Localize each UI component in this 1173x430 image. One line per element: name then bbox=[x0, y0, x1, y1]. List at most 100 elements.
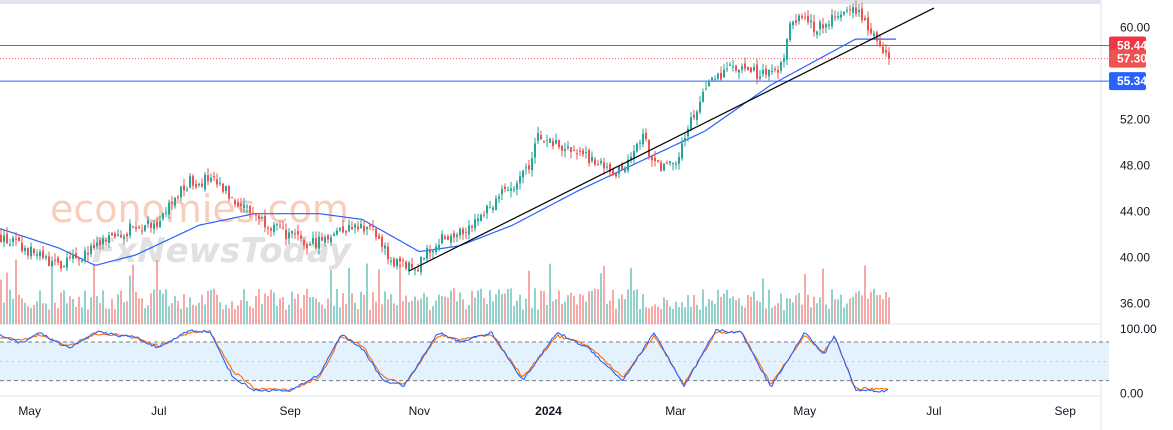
stochastic-band bbox=[0, 341, 1109, 382]
candle-body bbox=[843, 11, 845, 15]
candle-body bbox=[327, 235, 329, 240]
candle-body bbox=[777, 69, 779, 73]
candle-body bbox=[141, 230, 143, 232]
volume-bar bbox=[714, 303, 716, 324]
candle-body bbox=[522, 170, 524, 178]
candle-body bbox=[279, 225, 281, 227]
volume-bar bbox=[225, 304, 227, 324]
volume-bar bbox=[831, 289, 833, 324]
volume-bar bbox=[843, 307, 845, 324]
candle-body bbox=[423, 258, 425, 260]
candle-body bbox=[861, 8, 863, 21]
volume-bar bbox=[501, 294, 503, 324]
volume-bar bbox=[279, 298, 281, 324]
volume-bar bbox=[513, 305, 515, 324]
price-badge: 55.34 bbox=[1109, 72, 1147, 91]
candle-body bbox=[393, 258, 395, 267]
volume-bar bbox=[561, 303, 563, 324]
candle-body bbox=[693, 114, 695, 118]
candle-body bbox=[111, 233, 113, 236]
candle-body bbox=[840, 14, 842, 18]
candle-body bbox=[363, 225, 365, 232]
volume-bar bbox=[678, 306, 680, 324]
volume-bar bbox=[834, 299, 836, 324]
volume-bar bbox=[354, 302, 356, 324]
candle-body bbox=[450, 235, 452, 243]
candle-body bbox=[594, 159, 596, 165]
volume-bar bbox=[393, 303, 395, 324]
candle-body bbox=[177, 197, 179, 199]
candle-body bbox=[252, 213, 254, 215]
time-tick-label: May bbox=[793, 404, 816, 418]
candle-body bbox=[195, 184, 197, 188]
volume-bar bbox=[552, 301, 554, 324]
candle-body bbox=[345, 230, 347, 233]
candle-body bbox=[732, 66, 734, 68]
candle-body bbox=[501, 189, 503, 195]
volume-bar bbox=[702, 289, 704, 324]
stochastic-lines bbox=[0, 328, 889, 393]
stochastic-tick-label: 100.00 bbox=[1120, 322, 1157, 336]
volume-bar bbox=[465, 309, 467, 324]
volume-bar bbox=[846, 303, 848, 324]
volume-bar bbox=[420, 298, 422, 324]
candle-body bbox=[51, 261, 53, 267]
time-tick-label: Jul bbox=[926, 404, 941, 418]
price-tick-label: 36.00 bbox=[1120, 296, 1150, 310]
candle-body bbox=[402, 260, 404, 262]
volume-bar bbox=[276, 305, 278, 324]
volume-bar bbox=[126, 301, 128, 324]
volume-bar bbox=[105, 308, 107, 324]
candle-body bbox=[6, 233, 8, 244]
volume-bar bbox=[264, 293, 266, 324]
volume-bar bbox=[675, 301, 677, 324]
volume-bar bbox=[828, 308, 830, 324]
trendline[interactable] bbox=[408, 7, 935, 272]
candle-body bbox=[579, 150, 581, 152]
candle-body bbox=[633, 151, 635, 159]
candle-body bbox=[609, 163, 611, 173]
volume-bar bbox=[345, 303, 347, 324]
candle-body bbox=[867, 17, 869, 31]
candle-body bbox=[870, 28, 872, 34]
candle-body bbox=[231, 196, 233, 198]
volume-bar bbox=[540, 290, 542, 324]
candle-body bbox=[663, 163, 665, 171]
volume-bar bbox=[48, 309, 50, 324]
volume-bar bbox=[705, 306, 707, 324]
price-axis[interactable]: 60.00 52.00 48.00 44.00 40.00 36.00 100.00 0.00 bbox=[1120, 21, 1157, 401]
candle-body bbox=[255, 214, 257, 216]
candle-body bbox=[435, 246, 437, 252]
volume-bar bbox=[654, 304, 656, 324]
candle-body bbox=[858, 9, 860, 12]
volume-bar bbox=[696, 304, 698, 324]
volume-bar bbox=[741, 305, 743, 324]
volume-bar bbox=[630, 267, 632, 324]
candle-body bbox=[351, 226, 353, 230]
volume-bar bbox=[477, 290, 479, 324]
candle-body bbox=[30, 246, 32, 257]
candle-body bbox=[810, 20, 812, 23]
candle-body bbox=[708, 81, 710, 87]
price-levels bbox=[0, 44, 1109, 82]
candle-body bbox=[816, 31, 818, 35]
volume-bar bbox=[24, 302, 26, 324]
candle-body bbox=[678, 156, 680, 164]
volume-bar bbox=[495, 294, 497, 324]
time-axis[interactable]: May Jul Sep Nov 2024 Mar May Jul Sep bbox=[18, 404, 1076, 418]
volume-bar bbox=[882, 299, 884, 324]
candle-body bbox=[117, 234, 119, 236]
candle-body bbox=[381, 236, 383, 247]
candle-body bbox=[198, 183, 200, 185]
volume-bar bbox=[42, 303, 44, 324]
volume-bar bbox=[672, 308, 674, 324]
volume-bar bbox=[111, 299, 113, 324]
volume-bar bbox=[267, 295, 269, 324]
candle-body bbox=[639, 142, 641, 144]
volume-bar bbox=[720, 296, 722, 324]
volume-bar bbox=[558, 290, 560, 324]
candle-body bbox=[234, 200, 236, 205]
candle-body bbox=[27, 247, 29, 256]
